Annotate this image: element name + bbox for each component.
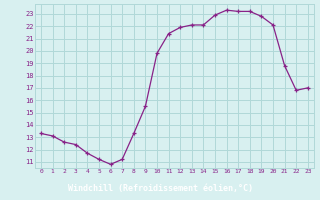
Text: Windchill (Refroidissement éolien,°C): Windchill (Refroidissement éolien,°C) <box>68 184 252 193</box>
